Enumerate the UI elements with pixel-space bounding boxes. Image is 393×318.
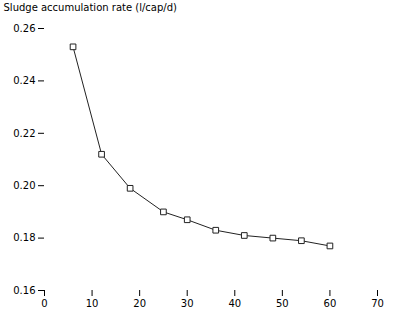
svg-text:0.16: 0.16: [13, 285, 35, 296]
svg-text:10: 10: [86, 298, 99, 309]
svg-text:0.26: 0.26: [13, 23, 35, 34]
svg-text:Sludge accumulation rate (l/ca: Sludge accumulation rate (l/cap/d): [4, 2, 178, 13]
svg-text:0.18: 0.18: [13, 232, 35, 243]
svg-text:70: 70: [371, 298, 384, 309]
svg-text:0.24: 0.24: [13, 75, 35, 86]
svg-text:50: 50: [276, 298, 289, 309]
svg-text:40: 40: [228, 298, 241, 309]
svg-text:0.22: 0.22: [13, 128, 35, 139]
svg-text:0: 0: [41, 298, 47, 309]
svg-text:20: 20: [133, 298, 146, 309]
svg-text:60: 60: [324, 298, 337, 309]
svg-text:0.20: 0.20: [13, 180, 35, 191]
svg-text:30: 30: [181, 298, 194, 309]
